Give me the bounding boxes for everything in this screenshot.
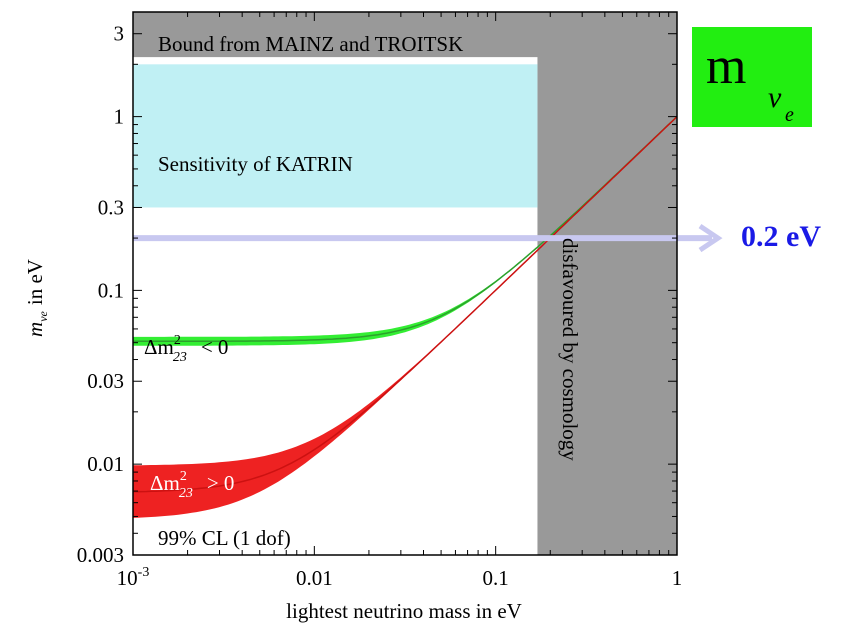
series-label-normal-main: Δm	[150, 471, 180, 495]
series-label-inverted-main: Δm	[144, 335, 174, 359]
reference-arrow-head	[698, 223, 723, 253]
chart-bands	[133, 116, 677, 518]
x-axis-label: lightest neutrino mass in eV	[286, 599, 522, 623]
chart-axes	[132, 11, 678, 556]
cosmology-label: disfavoured by cosmology	[558, 238, 582, 461]
x-tick-label: 0.1	[483, 566, 509, 590]
reference-value-label: 0.2 eV	[741, 220, 821, 253]
badge-symbol: m	[706, 38, 747, 95]
cosmology-region	[537, 12, 677, 555]
plot-frame	[132, 11, 678, 556]
y-axis-label-unit: in eV	[23, 259, 47, 305]
x-tick-label: 0.01	[296, 566, 333, 590]
y-tick-label: 0.03	[87, 369, 124, 393]
badge-subscript: ν	[768, 81, 782, 114]
y-tick-label: 0.1	[98, 278, 124, 302]
series-label-inverted-rel: < 0	[201, 335, 229, 359]
series-label-inverted-sup: 2	[174, 333, 181, 348]
series-label-normal: Δm2 23 > 0	[150, 469, 234, 501]
x-tick-label: 10-3	[117, 565, 150, 590]
y-axis-label: mνe in eV	[23, 259, 50, 337]
y-tick-label: 3	[114, 22, 125, 46]
y-tick-label: 0.003	[77, 543, 124, 567]
series-label-inverted-sub: 23	[173, 350, 187, 365]
series-label-inverted: Δm2 23 < 0	[144, 333, 228, 365]
chart-ticks	[132, 11, 677, 556]
chart-labels: 10-3 0.01 0.1 1 0.003 0.01 0.03 0.1 0.3 1 3	[77, 22, 683, 590]
y-tick-label: 0.01	[87, 452, 124, 476]
cl-label: 99% CL (1 dof)	[158, 526, 291, 550]
chart-regions	[133, 12, 677, 555]
svg-text:mνein eV: mνe in eV	[23, 259, 50, 337]
x-tick-label: 1	[672, 566, 683, 590]
y-axis-label-main: m	[23, 322, 47, 337]
badge-subsubscript: e	[785, 104, 794, 126]
series-label-normal-sub: 23	[179, 486, 193, 501]
line-normal	[132, 116, 678, 493]
y-tick-label: 0.3	[98, 195, 124, 219]
series-label-normal-sup: 2	[180, 469, 187, 484]
katrin-region	[133, 64, 538, 208]
chart-lines	[132, 115, 678, 493]
band-normal	[133, 116, 677, 518]
reference-arrow	[133, 223, 723, 253]
x-tick-label-exponent: -3	[138, 565, 150, 580]
katrin-label: Sensitivity of KATRIN	[158, 152, 353, 176]
y-axis-label-sub: νe	[36, 310, 50, 321]
y-tick-label: 1	[114, 105, 125, 129]
series-label-normal-rel: > 0	[207, 471, 235, 495]
mainz-troitsk-label: Bound from MAINZ and TROITSK	[158, 32, 463, 56]
flavor-mass-badge: m ν e	[692, 27, 812, 127]
